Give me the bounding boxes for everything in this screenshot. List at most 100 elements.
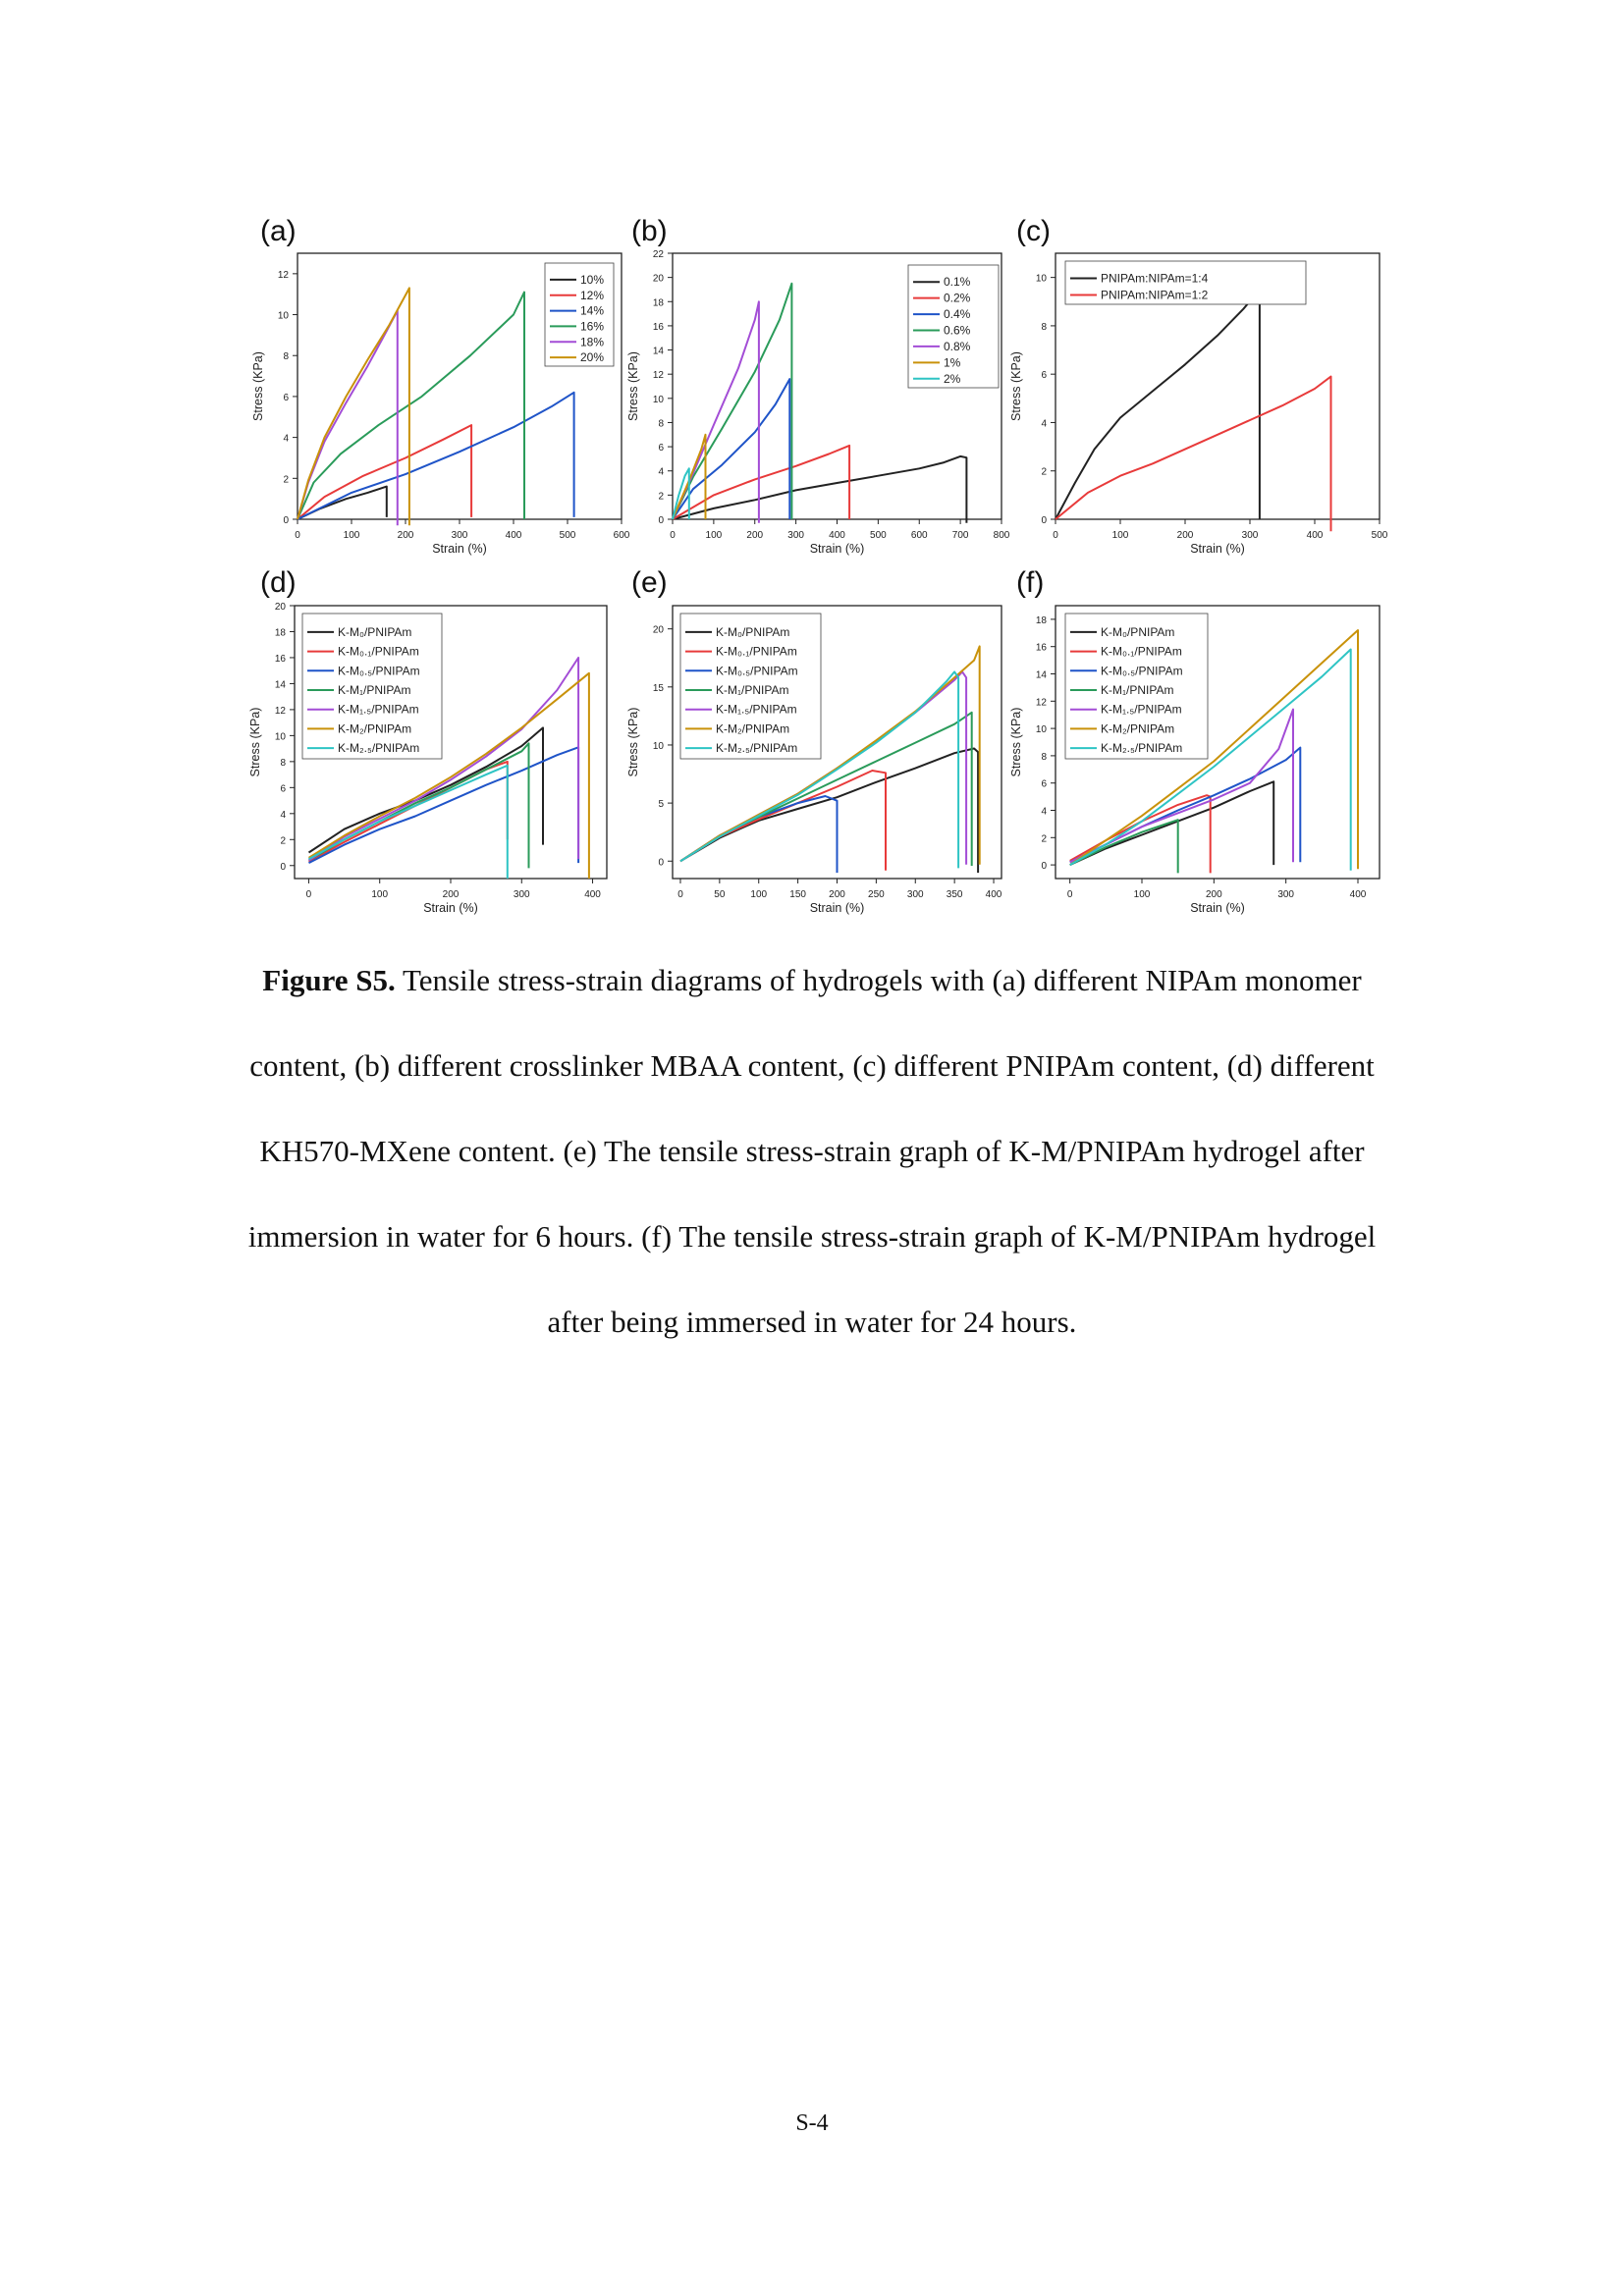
x-tick-label: 0	[295, 530, 300, 541]
y-tick-label: 6	[658, 443, 664, 454]
y-tick-label: 16	[275, 654, 287, 665]
y-tick-label: 22	[653, 249, 665, 260]
y-axis-label: Stress (KPa)	[1009, 351, 1023, 421]
x-axis-label: Strain (%)	[1190, 901, 1245, 915]
panel-label: (e)	[631, 566, 668, 599]
x-tick-label: 0	[1067, 889, 1073, 900]
panel-label: (c)	[1016, 215, 1051, 247]
legend-label: K-M₀.₅/PNIPAm	[1101, 664, 1183, 677]
series-line	[307, 671, 590, 879]
y-tick-label: 10	[653, 741, 665, 752]
y-tick-label: 0	[283, 515, 289, 526]
x-tick-label: 400	[584, 889, 601, 900]
x-tick-label: 400	[506, 530, 522, 541]
series-line	[1069, 794, 1212, 874]
legend-label: 0.2%	[944, 292, 971, 305]
series-line	[679, 670, 960, 869]
y-tick-label: 10	[1036, 274, 1048, 285]
legend-label: K-M₀.₅/PNIPAm	[338, 664, 420, 677]
series-line	[307, 726, 544, 854]
legend-label: K-M₂.₅/PNIPAm	[716, 741, 797, 755]
panel-label: (d)	[260, 566, 297, 599]
legend-label: 12%	[580, 289, 604, 302]
y-tick-label: 5	[658, 799, 664, 810]
legend-label: K-M₁/PNIPAm	[716, 683, 789, 697]
legend-label: K-M₀.₁/PNIPAm	[1101, 645, 1182, 659]
legend-label: K-M₁.₅/PNIPAm	[716, 703, 797, 717]
legend-label: K-M₁/PNIPAm	[1101, 683, 1174, 697]
x-tick-label: 0	[1053, 530, 1058, 541]
chart-panel: (f) 0 100 200 300 400 0 2 4 6 8 10 12 14 16 18 Strain (%…	[1009, 566, 1380, 915]
y-tick-label: 2	[658, 491, 664, 502]
legend-label: PNIPAm:NIPAm=1:2	[1101, 289, 1209, 302]
plot-frame	[1055, 252, 1380, 520]
caption-label: Figure S5.	[262, 963, 396, 997]
legend-label: 0.8%	[944, 340, 971, 353]
y-tick-label: 20	[653, 625, 665, 636]
legend-label: K-M₀/PNIPAm	[716, 625, 789, 639]
legend-label: K-M₁/PNIPAm	[338, 683, 411, 697]
y-tick-label: 0	[658, 515, 664, 526]
y-tick-label: 10	[1036, 724, 1048, 735]
x-tick-label: 150	[789, 889, 806, 900]
y-tick-label: 16	[653, 322, 665, 333]
x-tick-label: 50	[714, 889, 726, 900]
y-tick-label: 18	[653, 297, 665, 308]
x-tick-label: 350	[947, 889, 963, 900]
legend-label: 2%	[944, 372, 961, 386]
y-tick-label: 18	[275, 627, 287, 638]
y-tick-label: 8	[1041, 322, 1047, 333]
x-tick-label: 200	[1206, 889, 1222, 900]
y-tick-label: 6	[283, 393, 289, 403]
y-tick-label: 8	[280, 758, 286, 769]
chart-panel: (e) 0 50 100 150 200 250 300 350 400 0 5 10 15 20 Strai…	[626, 566, 1002, 915]
x-tick-label: 400	[986, 889, 1002, 900]
legend-label: K-M₁.₅/PNIPAm	[1101, 703, 1182, 717]
x-tick-label: 100	[371, 889, 388, 900]
panel-label: (b)	[631, 215, 668, 247]
x-tick-label: 600	[614, 530, 630, 541]
y-axis-label: Stress (KPa)	[626, 351, 640, 421]
series-line	[672, 282, 793, 520]
x-tick-label: 0	[677, 889, 683, 900]
legend-label: K-M₀.₅/PNIPAm	[716, 664, 798, 677]
y-tick-label: 12	[275, 706, 287, 717]
series-line	[672, 454, 968, 523]
y-tick-label: 6	[280, 783, 286, 794]
chart-panel: (c) 0 100 200 300 400 500 0 2 4 6 8 10 Strain (%) Stre…	[1009, 215, 1388, 556]
legend-label: 14%	[580, 304, 604, 318]
legend-label: 0.6%	[944, 324, 971, 338]
series-line	[1069, 629, 1359, 870]
x-tick-label: 500	[560, 530, 576, 541]
series-line	[308, 760, 509, 863]
y-tick-label: 4	[658, 467, 664, 478]
x-axis-label: Strain (%)	[423, 901, 478, 915]
panel-label: (f)	[1016, 566, 1044, 599]
x-tick-label: 250	[868, 889, 885, 900]
plot-frame	[1055, 605, 1380, 880]
x-tick-label: 100	[344, 530, 360, 541]
y-tick-label: 14	[275, 679, 287, 690]
legend-box	[907, 264, 1000, 389]
x-tick-label: 300	[452, 530, 468, 541]
x-axis-label: Strain (%)	[1190, 542, 1245, 556]
y-tick-label: 10	[653, 395, 665, 405]
x-tick-label: 500	[1372, 530, 1388, 541]
x-tick-label: 100	[1112, 530, 1129, 541]
legend-label: K-M₀/PNIPAm	[338, 625, 411, 639]
legend-box	[679, 613, 822, 760]
y-axis-label: Stress (KPa)	[1009, 708, 1023, 777]
y-tick-label: 6	[1041, 779, 1047, 790]
chart-panel: (b) 0 100 200 300 400 500 600 700 800 0 2 4 6 8 10 12 14 1…	[626, 215, 1010, 556]
series-line	[672, 300, 760, 523]
y-tick-label: 0	[1041, 515, 1047, 526]
series-line	[308, 764, 509, 879]
series-line	[1069, 708, 1294, 864]
y-tick-label: 12	[1036, 697, 1048, 708]
legend-label: 18%	[580, 335, 604, 348]
series-line	[672, 467, 690, 520]
legend-label: K-M₀/PNIPAm	[1101, 625, 1174, 639]
legend-label: K-M₀.₁/PNIPAm	[716, 645, 797, 659]
y-tick-label: 2	[1041, 467, 1047, 478]
